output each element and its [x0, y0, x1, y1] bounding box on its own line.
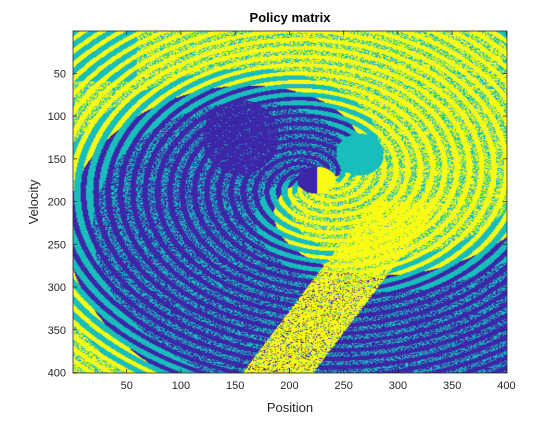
y-tick-label: 400: [48, 368, 66, 380]
y-tick-label: 100: [48, 111, 66, 123]
x-tick-group: 50 100 150 200 250 300 350 400: [121, 31, 516, 392]
x-axis-label: Position: [267, 400, 313, 415]
x-tick-label: 350: [443, 380, 461, 392]
x-tick-label: 200: [280, 380, 298, 392]
y-tick-group: 50 100 150 200 250 300 350 400: [48, 68, 507, 380]
y-axis-label: Velocity: [26, 179, 41, 224]
x-tick-label: 250: [335, 380, 353, 392]
y-tick-label: 200: [48, 197, 66, 209]
y-tick-label: 150: [48, 154, 66, 166]
y-tick-label: 50: [54, 68, 66, 80]
chart-title: Policy matrix: [250, 10, 332, 25]
y-tick-label: 250: [48, 239, 66, 251]
x-tick-label: 150: [226, 380, 244, 392]
x-tick-label: 100: [172, 380, 190, 392]
y-tick-label: 350: [48, 325, 66, 337]
y-tick-label: 300: [48, 282, 66, 294]
x-tick-label: 50: [121, 380, 133, 392]
heatmap-group: [73, 31, 507, 373]
axes-box: [72, 30, 508, 374]
x-tick-label: 400: [497, 380, 515, 392]
x-tick-label: 300: [389, 380, 407, 392]
heatmap-image: [73, 31, 507, 373]
